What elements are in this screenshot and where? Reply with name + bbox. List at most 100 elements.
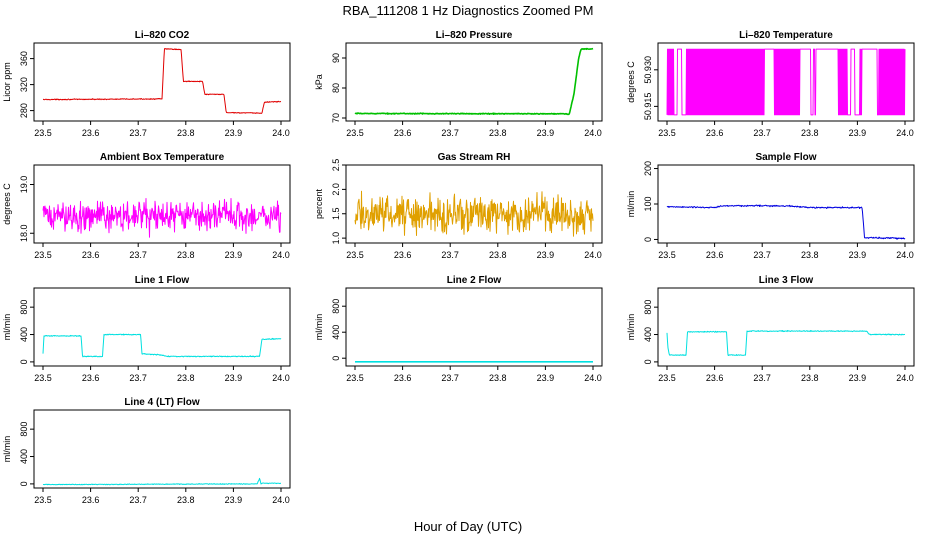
y-axis-label: ml/min — [314, 314, 324, 341]
y-tick-label: 50.915 — [643, 93, 653, 121]
panel-5: Gas Stream RH percent 23.5 23.6 23.7 23.8 23.9… — [314, 152, 603, 260]
y-tick-label: 0 — [643, 237, 653, 242]
y-tick-label: 0 — [331, 356, 341, 361]
y-tick-label: 1.0 — [331, 232, 341, 245]
figure-title: RBA_111208 1 Hz Diagnostics Zoomed PM — [343, 3, 594, 18]
x-tick-label: 23.7 — [129, 128, 147, 138]
x-tick-label: 23.8 — [801, 250, 819, 260]
series-line — [354, 47, 594, 116]
x-tick-label: 23.9 — [537, 128, 555, 138]
y-tick-label: 90 — [331, 53, 341, 63]
x-tick-label: 23.9 — [225, 495, 243, 505]
x-tick-label: 24.0 — [896, 250, 914, 260]
panel-title: Line 2 Flow — [447, 275, 502, 286]
x-tick-label: 23.7 — [441, 128, 459, 138]
y-tick-label: 18.0 — [19, 224, 29, 242]
series-line — [666, 48, 906, 116]
y-tick-label: 800 — [331, 299, 341, 314]
x-tick-label: 23.5 — [658, 250, 676, 260]
x-tick-label: 23.8 — [489, 373, 507, 383]
x-tick-label: 23.6 — [82, 495, 100, 505]
x-tick-label: 23.9 — [225, 250, 243, 260]
panel-6: Sample Flow ml/min 23.5 23.6 23.7 23.8 23.9 24.… — [626, 152, 915, 260]
panel-title: Ambient Box Temperature — [100, 152, 225, 163]
x-tick-label: 23.8 — [177, 495, 195, 505]
x-tick-label: 23.5 — [34, 495, 52, 505]
x-tick-label: 24.0 — [896, 373, 914, 383]
series-line — [42, 333, 282, 358]
y-axis-label: ml/min — [626, 191, 636, 218]
x-tick-label: 23.5 — [34, 373, 52, 383]
plot-frame — [33, 42, 291, 122]
plot-frame — [33, 287, 291, 367]
y-axis-label: Licor ppm — [2, 62, 12, 102]
x-tick-label: 23.8 — [177, 128, 195, 138]
plot-frame — [33, 164, 291, 244]
plot-frame — [345, 42, 603, 122]
y-tick-label: 50.930 — [643, 56, 653, 84]
panel-7: Line 1 Flow ml/min 23.5 23.6 23.7 23.8 23.9 24.… — [2, 275, 291, 383]
panel-3: Li–820 Temperature degrees C 23.5 23.6 23.7 2… — [626, 30, 915, 138]
x-tick-label: 23.9 — [225, 373, 243, 383]
figure-x-axis-label: Hour of Day (UTC) — [414, 519, 522, 534]
x-tick-label: 23.7 — [753, 373, 771, 383]
x-tick-label: 24.0 — [272, 128, 290, 138]
y-tick-label: 400 — [331, 325, 341, 340]
y-tick-label: 100 — [643, 196, 653, 211]
y-tick-label: 800 — [643, 300, 653, 315]
panel-title: Li–820 CO2 — [135, 30, 190, 41]
x-tick-label: 23.7 — [129, 373, 147, 383]
x-tick-label: 23.9 — [849, 128, 867, 138]
x-tick-label: 24.0 — [272, 250, 290, 260]
panel-title: Line 1 Flow — [135, 275, 190, 286]
y-tick-label: 200 — [643, 161, 653, 176]
plot-frame — [345, 164, 603, 244]
y-tick-label: 400 — [643, 327, 653, 342]
x-tick-label: 23.5 — [346, 373, 364, 383]
x-tick-label: 23.6 — [82, 128, 100, 138]
y-tick-label: 19.0 — [19, 176, 29, 194]
panel-title: Gas Stream RH — [438, 152, 511, 163]
x-tick-label: 23.6 — [706, 250, 724, 260]
x-tick-label: 23.8 — [489, 128, 507, 138]
y-tick-label: 2.5 — [331, 159, 341, 172]
plot-frame — [657, 42, 915, 122]
x-tick-label: 23.8 — [177, 250, 195, 260]
x-tick-label: 24.0 — [584, 373, 602, 383]
series-line — [42, 198, 282, 238]
x-tick-label: 23.9 — [849, 373, 867, 383]
y-tick-label: 280 — [19, 103, 29, 118]
x-tick-label: 23.9 — [849, 250, 867, 260]
x-tick-label: 23.8 — [489, 250, 507, 260]
x-tick-label: 24.0 — [584, 250, 602, 260]
series-line — [354, 190, 594, 237]
x-tick-label: 23.6 — [394, 373, 412, 383]
y-tick-label: 800 — [19, 300, 29, 315]
y-tick-label: 400 — [19, 449, 29, 464]
x-tick-label: 24.0 — [272, 495, 290, 505]
x-tick-label: 23.9 — [537, 373, 555, 383]
x-tick-label: 23.6 — [706, 373, 724, 383]
series-line — [666, 330, 906, 356]
x-tick-label: 23.5 — [346, 250, 364, 260]
x-tick-label: 23.7 — [441, 373, 459, 383]
panel-10: Line 4 (LT) Flow ml/min 23.5 23.6 23.7 23.8 23… — [2, 397, 291, 505]
plot-frame — [345, 287, 603, 367]
plot-frame — [657, 287, 915, 367]
plot-frame — [33, 409, 291, 489]
x-tick-label: 24.0 — [584, 128, 602, 138]
y-axis-label: percent — [314, 188, 324, 219]
series-line — [42, 48, 282, 114]
y-axis-label: ml/min — [626, 314, 636, 341]
x-tick-label: 23.6 — [82, 250, 100, 260]
y-tick-label: 800 — [19, 422, 29, 437]
x-tick-label: 23.6 — [82, 373, 100, 383]
x-tick-label: 23.5 — [34, 250, 52, 260]
x-tick-label: 23.9 — [537, 250, 555, 260]
y-tick-label: 2.0 — [331, 183, 341, 196]
x-tick-label: 23.7 — [753, 128, 771, 138]
x-tick-label: 23.5 — [34, 128, 52, 138]
x-tick-label: 23.5 — [346, 128, 364, 138]
x-tick-label: 23.7 — [129, 250, 147, 260]
